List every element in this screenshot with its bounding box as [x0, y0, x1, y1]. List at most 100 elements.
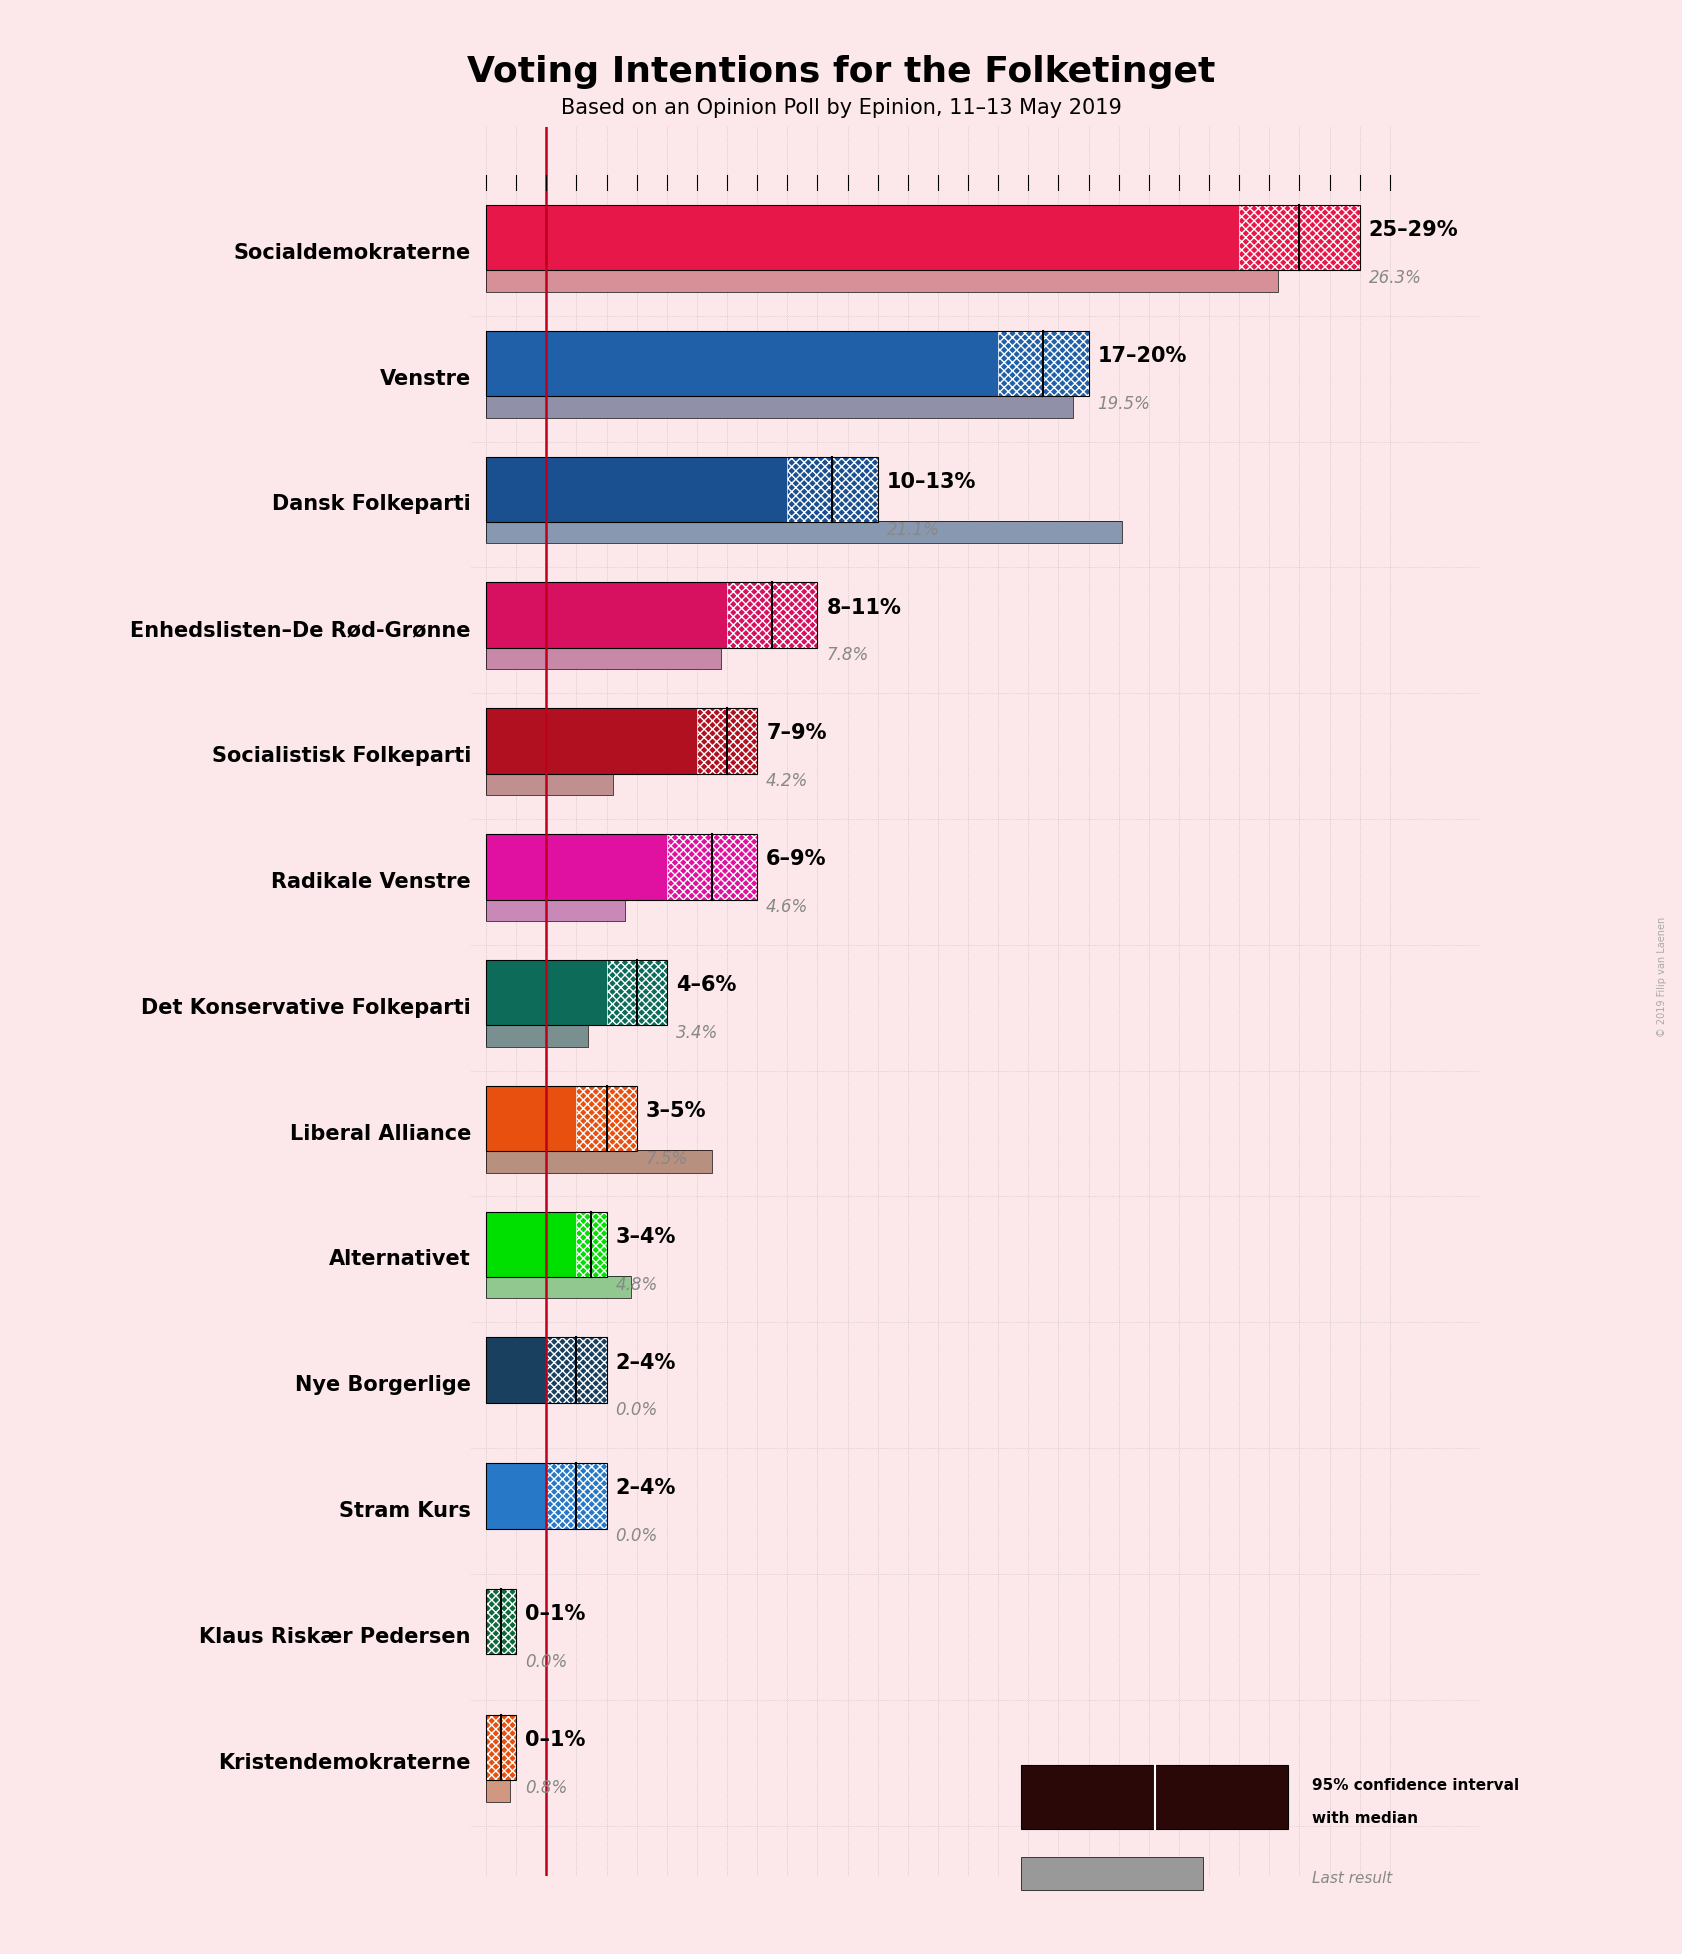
Bar [486, 1337, 607, 1403]
Bar [486, 457, 878, 522]
Bar [1240, 205, 1359, 270]
Bar [486, 647, 722, 670]
Text: 3–4%: 3–4% [616, 1227, 676, 1247]
Bar [547, 1464, 607, 1528]
Bar [486, 1211, 577, 1278]
Bar [486, 1464, 547, 1528]
Bar [486, 1276, 631, 1297]
Text: 0–1%: 0–1% [525, 1729, 585, 1751]
Text: 10–13%: 10–13% [886, 471, 976, 492]
Bar [607, 959, 666, 1026]
Bar [486, 772, 612, 795]
Bar [486, 522, 1122, 543]
Bar [727, 582, 817, 649]
Bar [486, 1778, 510, 1802]
Bar [997, 330, 1088, 397]
Text: 7.5%: 7.5% [646, 1149, 688, 1168]
Text: 2–4%: 2–4% [616, 1352, 676, 1372]
Text: 21.1%: 21.1% [886, 520, 940, 539]
Text: Liberal Alliance: Liberal Alliance [289, 1124, 471, 1143]
Text: Radikale Venstre: Radikale Venstre [271, 871, 471, 891]
Bar [486, 1149, 711, 1172]
Bar [486, 1589, 516, 1655]
Text: Kristendemokraterne: Kristendemokraterne [219, 1753, 471, 1772]
Text: 0.0%: 0.0% [616, 1528, 658, 1546]
Bar [486, 1276, 631, 1297]
Bar [486, 1024, 589, 1047]
Bar [486, 1086, 577, 1151]
Text: 4.2%: 4.2% [767, 772, 809, 789]
Bar [486, 457, 787, 522]
Text: 19.5%: 19.5% [1098, 395, 1150, 412]
Text: 3.4%: 3.4% [676, 1024, 718, 1041]
Bar [486, 1337, 547, 1403]
Bar [607, 959, 666, 1026]
Bar [486, 899, 624, 920]
Text: Dansk Folkeparti: Dansk Folkeparti [272, 494, 471, 514]
Bar [666, 834, 757, 899]
Bar [486, 582, 727, 649]
Bar [486, 1086, 637, 1151]
Bar [547, 1337, 607, 1403]
Text: 4.8%: 4.8% [616, 1276, 658, 1294]
Bar [486, 1589, 516, 1655]
Bar [486, 647, 722, 670]
Bar [666, 834, 757, 899]
Text: 17–20%: 17–20% [1098, 346, 1187, 365]
Text: Venstre: Venstre [380, 369, 471, 389]
Bar [577, 1211, 607, 1278]
Bar [547, 1464, 607, 1528]
Text: 7–9%: 7–9% [767, 723, 826, 743]
Text: 0.0%: 0.0% [525, 1653, 567, 1671]
Bar [1154, 1766, 1288, 1829]
Bar [577, 1211, 607, 1278]
Text: 2–4%: 2–4% [616, 1479, 676, 1499]
Bar [696, 707, 757, 774]
Bar [727, 582, 817, 649]
Bar [486, 330, 1088, 397]
Text: Stram Kurs: Stram Kurs [340, 1501, 471, 1520]
Bar [486, 772, 612, 795]
Text: Det Konservative Folkeparti: Det Konservative Folkeparti [141, 998, 471, 1018]
Bar [1240, 205, 1359, 270]
Bar [997, 330, 1088, 397]
Bar [486, 959, 666, 1026]
Bar [486, 205, 1359, 270]
Bar [486, 1211, 607, 1278]
Text: Last result: Last result [1312, 1870, 1393, 1886]
Text: Socialdemokraterne: Socialdemokraterne [234, 242, 471, 264]
Bar [486, 1778, 510, 1802]
Bar [486, 707, 696, 774]
Bar [1021, 1856, 1203, 1890]
Bar [486, 834, 757, 899]
Text: Enhedslisten–De Rød-Grønne: Enhedslisten–De Rød-Grønne [131, 619, 471, 641]
Text: 0.8%: 0.8% [525, 1778, 567, 1798]
Bar [486, 522, 1122, 543]
Bar [486, 205, 1240, 270]
Text: Voting Intentions for the Folketinget: Voting Intentions for the Folketinget [468, 55, 1214, 88]
Text: Alternativet: Alternativet [330, 1249, 471, 1270]
Text: 4–6%: 4–6% [676, 975, 737, 995]
Bar [486, 899, 624, 920]
Bar [486, 707, 757, 774]
Text: 26.3%: 26.3% [1369, 270, 1421, 287]
Bar [486, 330, 997, 397]
Bar [486, 582, 817, 649]
Bar [486, 1716, 516, 1780]
Bar [1021, 1766, 1288, 1829]
Bar [486, 959, 607, 1026]
Text: with median: with median [1312, 1811, 1418, 1827]
Text: Nye Borgerlige: Nye Borgerlige [294, 1376, 471, 1395]
Text: 8–11%: 8–11% [826, 598, 902, 617]
Bar [486, 1464, 607, 1528]
Bar [486, 834, 666, 899]
Bar [1021, 1766, 1154, 1829]
Text: 6–9%: 6–9% [767, 850, 826, 870]
Bar [577, 1086, 637, 1151]
Bar [547, 1337, 607, 1403]
Bar [787, 457, 878, 522]
Bar [696, 707, 757, 774]
Text: 3–5%: 3–5% [646, 1100, 706, 1122]
Bar [486, 1024, 589, 1047]
Text: © 2019 Filip van Laenen: © 2019 Filip van Laenen [1657, 916, 1667, 1038]
